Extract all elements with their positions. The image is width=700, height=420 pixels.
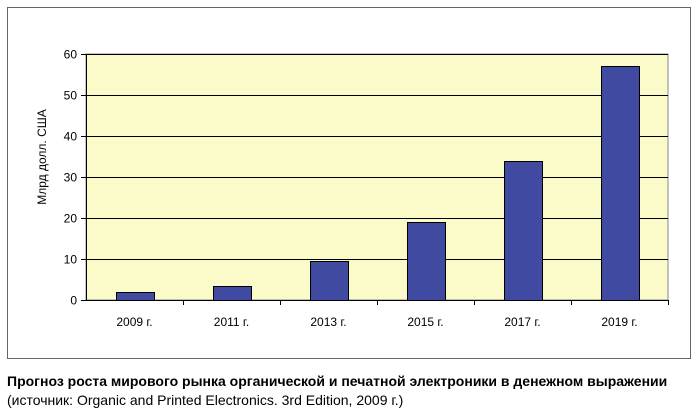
bar-chart: 0 10 20 30 40 50 60 2009 г. 2011 г. 2013 г. 2015 … [35, 48, 669, 329]
y-tick-label: 40 [64, 130, 78, 144]
bar [504, 161, 543, 301]
bar [601, 66, 640, 301]
chart-frame: 0 10 20 30 40 50 60 2009 г. 2011 г. 2013 г. 2015 … [7, 7, 691, 359]
x-tick-label: 2017 г. [504, 315, 540, 329]
bar [213, 286, 252, 301]
x-tick-labels: 2009 г. 2011 г. 2013 г. 2015 г. 2017 г. 2019 … [116, 315, 637, 329]
x-tick-label: 2019 г. [601, 315, 637, 329]
figure-caption: Прогноз роста мирового рынка органическо… [7, 372, 693, 410]
gridlines [86, 54, 668, 260]
bar [116, 292, 155, 301]
bar [310, 261, 349, 301]
y-tick-labels: 0 10 20 30 40 50 60 [64, 48, 78, 308]
y-tick-label: 10 [64, 253, 78, 267]
y-tick-label: 60 [64, 48, 78, 62]
bars [116, 66, 640, 301]
bar [407, 222, 446, 301]
y-axis-label: Млрд долл. США [35, 109, 49, 204]
x-tick-label: 2013 г. [310, 315, 346, 329]
caption-source: (источник: Organic and Printed Electroni… [7, 392, 404, 408]
y-tick-label: 0 [70, 294, 77, 308]
x-tick-label: 2011 г. [214, 315, 249, 329]
caption-title: Прогноз роста мирового рынка органическо… [7, 373, 668, 389]
x-tick-label: 2015 г. [407, 315, 443, 329]
x-tick-label: 2009 г. [116, 315, 152, 329]
axes [81, 54, 669, 305]
y-tick-label: 50 [64, 89, 78, 103]
y-tick-label: 30 [64, 171, 78, 185]
y-tick-label: 20 [64, 212, 78, 226]
